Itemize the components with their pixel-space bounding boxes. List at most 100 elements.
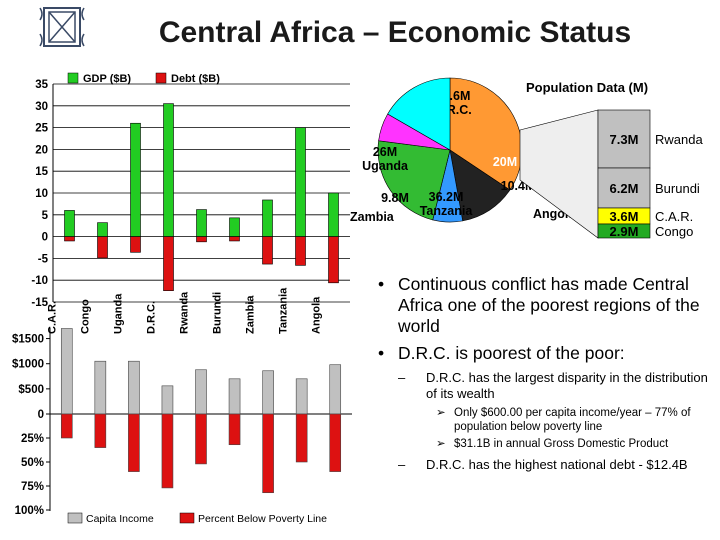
y-tick-label: 50% xyxy=(21,457,44,469)
pie-slice-label: 9.8M xyxy=(381,191,409,205)
bar xyxy=(229,236,240,242)
pie-outside-label: Zambia xyxy=(350,210,395,224)
bar xyxy=(97,222,108,237)
bar xyxy=(295,236,306,266)
breakout-value: 6.2M xyxy=(610,181,639,196)
y-tick-label: 100% xyxy=(15,505,44,517)
y-tick-label: 30 xyxy=(35,101,48,113)
sub-bullet-text: D.R.C. has the largest disparity in the … xyxy=(426,370,708,401)
bar xyxy=(262,370,274,415)
y-tick-label: $500 xyxy=(18,384,44,396)
x-category-label: Zambia xyxy=(245,295,257,334)
bullet-dot: • xyxy=(378,343,385,363)
legend-label: Percent Below Poverty Line xyxy=(198,513,327,525)
bar xyxy=(262,199,273,237)
x-category-label: C.A.R. xyxy=(47,301,59,334)
bar xyxy=(262,413,274,494)
bullet-item: • D.R.C. is poorest of the poor: xyxy=(378,343,713,364)
pie-slice xyxy=(449,149,511,222)
pie-slice-label: Tanzania xyxy=(420,204,474,218)
y-tick-label: 5 xyxy=(42,210,49,222)
arrow-bullet-icon: ➢ xyxy=(436,438,446,450)
bar xyxy=(228,378,241,415)
breakout-name: Rwanda xyxy=(655,132,703,147)
population-pie-chart: Population Data (M)53.6MD.R.C.20M10.4M36… xyxy=(350,77,703,239)
y-tick-label: -5 xyxy=(38,253,49,265)
sub-bullet: – D.R.C. has the largest disparity in th… xyxy=(398,370,713,402)
bar xyxy=(161,385,174,415)
bar xyxy=(97,236,108,259)
pie-slice xyxy=(377,140,451,221)
breakout-value: 3.6M xyxy=(610,209,639,224)
bar xyxy=(228,413,241,446)
pie-slice xyxy=(387,77,451,151)
pie-slice-label: 36.2M xyxy=(429,190,464,204)
bar xyxy=(196,236,207,243)
y-tick-label: $1500 xyxy=(12,334,44,346)
breakout-value: 2.9M xyxy=(610,224,639,239)
sub-sub-bullet: ➢ Only $600.00 per capita income/year – … xyxy=(436,406,713,434)
x-category-label: Rwanda xyxy=(179,291,191,334)
breakout-segment xyxy=(597,223,651,239)
pie-slice-label: Uganda xyxy=(362,159,409,173)
bar xyxy=(295,413,308,463)
bullet-item: • Continuous conflict has made Central A… xyxy=(378,274,713,337)
y-tick-label: 0 xyxy=(42,232,48,244)
bar xyxy=(295,378,308,415)
breakout-value: 7.3M xyxy=(610,132,639,147)
legend-swatch xyxy=(67,512,83,524)
bar xyxy=(229,217,240,237)
gdp-debt-chart: 35 30 25 20 15 10 5 0 -5 -10 -15C.A.R. Congo Uganda D… xyxy=(31,72,350,334)
bar xyxy=(60,328,73,415)
legend-label: Debt ($B) xyxy=(171,73,220,85)
bar xyxy=(328,236,339,284)
income-poverty-chart: $1500 $1000 $500 0 25% 50% 75% 100% Capita Incom… xyxy=(12,328,352,525)
y-tick-label: 35 xyxy=(35,79,48,91)
bar xyxy=(64,236,75,242)
pie-title: Population Data (M) xyxy=(526,80,648,95)
bar xyxy=(328,192,339,237)
y-tick-label: 25% xyxy=(21,433,44,445)
bar xyxy=(128,413,140,472)
bar xyxy=(60,413,73,439)
sub-sub-bullet-text: Only $600.00 per capita income/year – 77… xyxy=(454,407,691,433)
x-category-label: D.R.C. xyxy=(146,301,158,334)
bar xyxy=(195,413,207,465)
bar xyxy=(94,360,107,415)
pie-slice-label: 20M xyxy=(493,155,517,169)
y-tick-label: 10 xyxy=(35,188,48,200)
x-category-label: Burundi xyxy=(212,292,224,334)
dash-marker: – xyxy=(398,370,406,385)
bullet-text: Continuous conflict has made Central Afr… xyxy=(398,274,700,336)
arrow-bullet-icon: ➢ xyxy=(436,407,446,419)
breakout-name: C.A.R. xyxy=(655,209,693,224)
dash-marker: – xyxy=(398,457,406,472)
bar xyxy=(329,364,342,415)
x-category-label: Angola xyxy=(311,296,323,334)
x-category-label: Congo xyxy=(80,299,92,334)
sub-sub-bullet-text: $31.1B in annual Gross Domestic Product xyxy=(454,438,669,450)
legend-swatch xyxy=(67,72,79,84)
x-category-label: Tanzania xyxy=(278,287,290,334)
y-tick-label: 75% xyxy=(21,481,44,493)
y-tick-label: -15 xyxy=(31,297,48,309)
bar xyxy=(195,369,207,415)
y-tick-label: 25 xyxy=(35,123,48,135)
breakout-name: Congo xyxy=(655,224,693,239)
bar xyxy=(329,413,342,472)
bar xyxy=(130,236,141,253)
bar xyxy=(130,122,141,237)
y-tick-label: $1000 xyxy=(12,359,44,371)
bar xyxy=(161,413,174,489)
page-title: Central Africa – Economic Status xyxy=(158,16,632,49)
x-category-label: Uganda xyxy=(113,293,125,334)
bar xyxy=(262,236,273,265)
bar xyxy=(196,209,207,237)
ornate-knot-logo xyxy=(39,7,85,47)
sub-bullet: – D.R.C. has the highest national debt -… xyxy=(398,457,713,473)
bar xyxy=(94,413,107,448)
bullet-list: • Continuous conflict has made Central A… xyxy=(378,274,713,477)
bar xyxy=(163,103,174,237)
bar xyxy=(128,360,140,415)
